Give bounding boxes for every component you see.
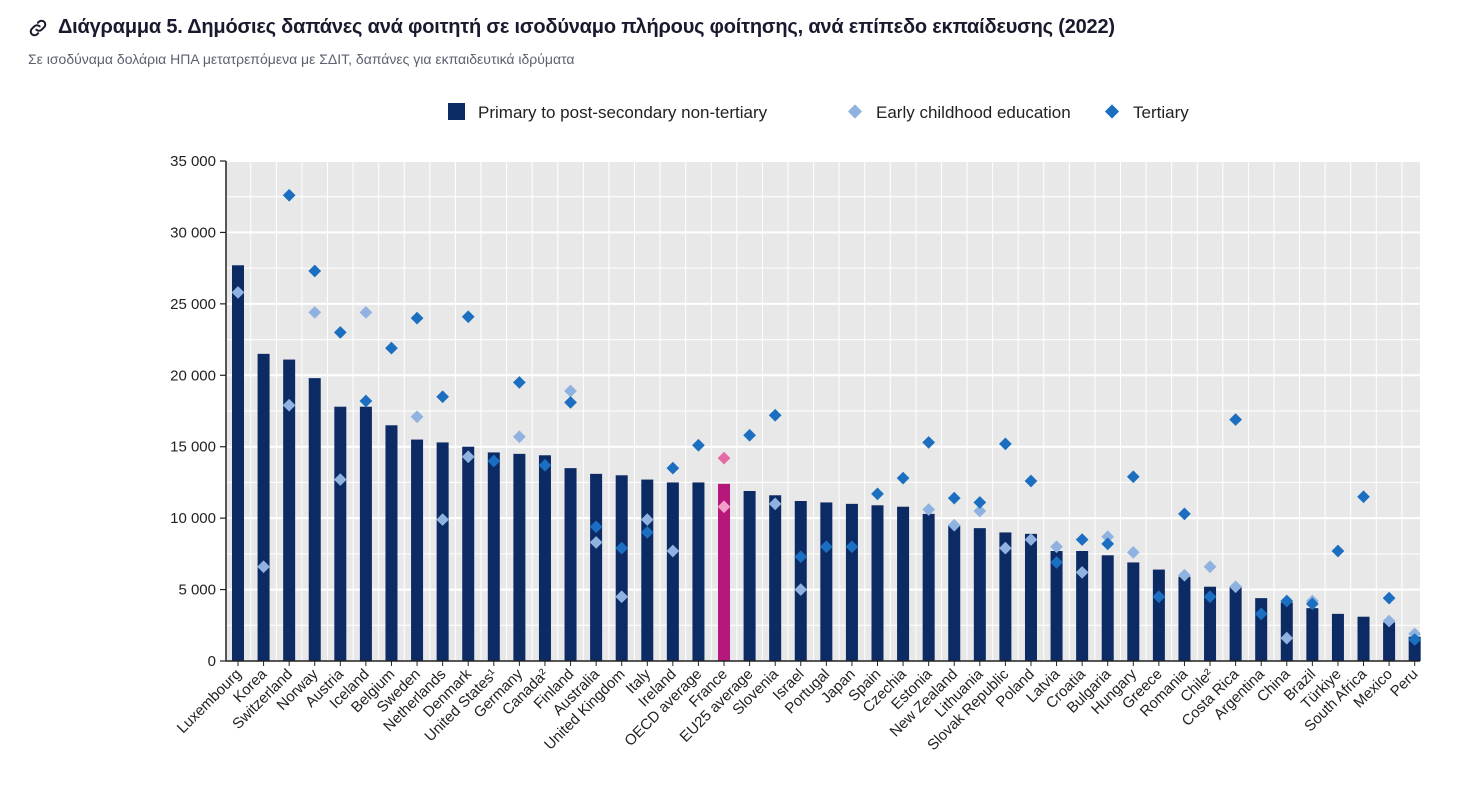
bar: [922, 513, 935, 661]
bar: [1331, 613, 1344, 661]
bar: [820, 502, 833, 661]
bar: [973, 528, 986, 661]
legend: Primary to post-secondary non-tertiary E…: [448, 103, 1189, 122]
bar: [1152, 569, 1165, 661]
bar: [257, 353, 270, 661]
bar: [283, 359, 296, 661]
y-tick-label: 10 000: [170, 510, 216, 527]
bar: [1204, 586, 1217, 661]
bar: [666, 482, 679, 661]
bar: [692, 482, 705, 661]
marker-ece: [410, 410, 424, 424]
y-tick-label: 30 000: [170, 224, 216, 241]
marker-ece: [461, 450, 475, 464]
marker-tertiary: [461, 310, 475, 324]
legend-label-primary: Primary to post-secondary non-tertiary: [478, 103, 768, 122]
legend-label-tertiary: Tertiary: [1133, 103, 1189, 122]
marker-tertiary: [436, 390, 450, 404]
bar: [615, 475, 628, 661]
bar: [1076, 551, 1089, 661]
bar: [1229, 586, 1242, 661]
y-tick-label: 0: [208, 653, 216, 670]
bar: [1280, 602, 1293, 661]
y-tick-label: 35 000: [170, 153, 216, 170]
bar: [1024, 533, 1037, 661]
legend-label-ece: Early childhood education: [876, 103, 1071, 122]
bar: [1101, 555, 1114, 661]
marker-ece: [333, 473, 347, 486]
legend-swatch-primary: [448, 103, 465, 120]
bar: [436, 442, 449, 661]
bar: [1357, 616, 1370, 661]
bar: [462, 446, 475, 661]
legend-marker-ece: [847, 104, 863, 119]
x-tick-label: Peru: [1387, 666, 1421, 700]
y-tick-label: 15 000: [170, 439, 216, 456]
y-tick-label: 5 000: [178, 582, 216, 599]
bar: [1383, 622, 1396, 661]
bar: [1306, 608, 1319, 661]
chart-title: Διάγραμμα 5. Δημόσιες δαπάνες ανά φοιτητ…: [58, 16, 1115, 38]
bar: [359, 406, 372, 661]
bar: [948, 525, 961, 661]
marker-tertiary: [359, 394, 373, 408]
marker-ece: [282, 398, 296, 412]
marker-tertiary: [333, 326, 347, 339]
marker-tertiary: [282, 188, 296, 202]
bar: [411, 439, 424, 661]
bar: [1178, 576, 1191, 661]
chart-header: Διάγραμμα 5. Δημόσιες δαπάνες ανά φοιτητ…: [28, 16, 1452, 67]
y-tick-label: 20 000: [170, 367, 216, 384]
gridlines: [226, 160, 1420, 661]
bar: [232, 265, 244, 661]
bar: [308, 378, 321, 661]
bar: [845, 503, 858, 661]
bar: [564, 468, 577, 661]
bar: [513, 453, 526, 661]
title-row: Διάγραμμα 5. Δημόσιες δαπάνες ανά φοιτητ…: [28, 16, 1452, 39]
marker-tertiary: [410, 311, 424, 325]
bar: [641, 479, 654, 661]
link-icon[interactable]: [28, 18, 48, 38]
bar: [538, 455, 551, 661]
legend-marker-tertiary: [1104, 104, 1120, 119]
bars: [232, 265, 1421, 661]
bar: [385, 425, 398, 661]
marker-tertiary: [487, 454, 501, 468]
bar: [718, 483, 731, 661]
chart-subtitle: Σε ισοδύναμα δολάρια ΗΠΑ μετατρεπόμενα μ…: [28, 51, 575, 67]
bar: [794, 501, 807, 661]
y-tick-label: 25 000: [170, 296, 216, 313]
marker-tertiary: [308, 264, 322, 278]
marker-ece: [231, 286, 245, 299]
bar: [1127, 562, 1140, 661]
bar: [897, 506, 910, 661]
marker-ece: [359, 306, 373, 319]
bar: [769, 495, 782, 661]
bar: [590, 473, 603, 661]
bar: [999, 532, 1012, 661]
bar: [1050, 551, 1063, 661]
bar: [487, 452, 500, 661]
bar: [871, 505, 884, 661]
marker-ece: [308, 306, 322, 319]
bar: [334, 406, 347, 661]
marker-tertiary: [385, 341, 398, 355]
bar: [743, 491, 756, 661]
